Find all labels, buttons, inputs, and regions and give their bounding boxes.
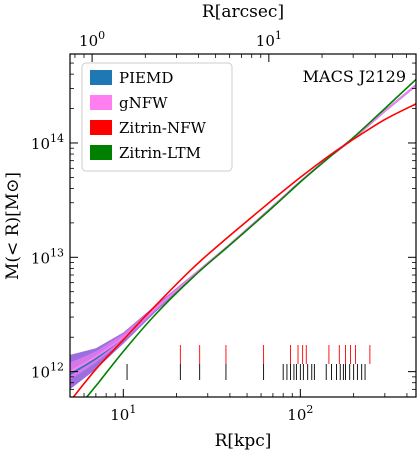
top-axis-title: R[arcsec] <box>202 2 284 22</box>
legend-box <box>81 62 233 172</box>
legend-label: Zitrin-LTM <box>119 144 201 162</box>
rug-marks <box>126 345 371 380</box>
y-axis-title: M(< R)[M⊙] <box>3 172 23 280</box>
x-tick-label: 101 <box>110 403 136 424</box>
legend-label: PIEMD <box>119 69 173 87</box>
legend-swatch <box>90 120 112 135</box>
y-tick-label: 1013 <box>31 246 64 267</box>
line-zitrin-ltm <box>85 78 416 397</box>
plot-frame <box>69 53 417 398</box>
top-tick-label: 100 <box>79 29 105 50</box>
top-tick-label: 101 <box>256 29 282 50</box>
line-zitrin-nfw <box>72 103 416 397</box>
legend-swatch <box>90 70 112 85</box>
legend-label: Zitrin-NFW <box>119 119 206 137</box>
legend-label: gNFW <box>119 94 168 112</box>
legend-swatch <box>90 95 112 110</box>
legend-swatch <box>90 145 112 160</box>
y-tick-label: 1012 <box>31 361 64 382</box>
x-tick-label: 102 <box>287 403 313 424</box>
axis-ticks: 101 102 100 101 1012 1013 1014 <box>31 29 416 424</box>
annotation-label: MACS J2129 <box>303 67 406 86</box>
y-tick-label: 1014 <box>31 132 64 153</box>
x-axis-title: R[kpc] <box>215 431 272 451</box>
series-lines <box>70 78 416 397</box>
legend: PIEMD gNFW Zitrin-NFW Zitrin-LTM <box>81 62 233 172</box>
